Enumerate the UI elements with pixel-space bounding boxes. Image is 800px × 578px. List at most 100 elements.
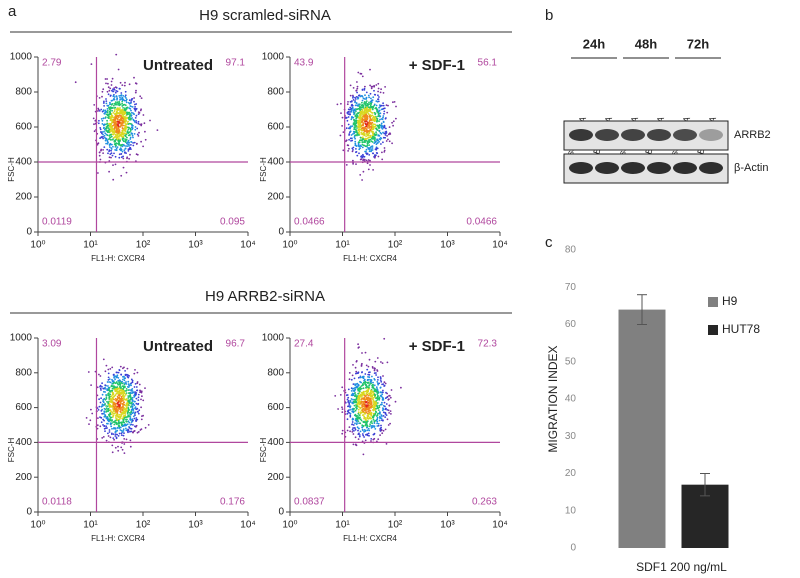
event-dot — [385, 414, 388, 416]
event-dot — [374, 410, 377, 413]
event-dot — [118, 95, 121, 97]
event-dot — [379, 118, 381, 121]
event-dot — [115, 149, 118, 152]
event-dot — [106, 90, 109, 93]
event-dot — [128, 142, 131, 144]
event-dot — [371, 141, 374, 143]
event-dot — [107, 116, 109, 119]
event-dot — [99, 131, 102, 133]
event-dot — [349, 414, 352, 417]
event-dot — [346, 119, 349, 122]
event-dot — [366, 429, 369, 432]
event-dot — [124, 423, 127, 426]
event-dot — [372, 138, 374, 140]
event-dot — [142, 414, 145, 417]
event-dot — [114, 433, 117, 435]
y-tick-label: 200 — [267, 192, 284, 203]
event-dot — [120, 429, 123, 432]
event-dot — [109, 368, 112, 370]
event-dot — [367, 386, 370, 389]
event-dot — [355, 102, 358, 105]
event-dot — [124, 126, 127, 129]
event-dot — [125, 171, 128, 174]
y-tick-label: 800 — [267, 87, 284, 98]
event-dot — [103, 410, 106, 413]
event-dot — [115, 410, 117, 412]
event-dot — [129, 127, 132, 130]
event-dot — [116, 127, 119, 129]
event-dot — [120, 92, 123, 94]
event-dot — [117, 371, 120, 374]
event-dot — [108, 138, 110, 141]
event-dot — [135, 420, 138, 422]
event-dot — [102, 387, 105, 390]
event-dot — [354, 409, 357, 412]
event-dot — [117, 424, 120, 427]
event-dot — [376, 414, 379, 417]
event-dot — [366, 389, 369, 392]
event-dot — [109, 136, 112, 139]
event-dot — [357, 343, 359, 346]
event-dot — [131, 392, 134, 394]
quadrant-label: 97.1 — [226, 58, 246, 69]
event-dot — [361, 75, 364, 78]
event-dot — [386, 418, 389, 421]
event-dot — [127, 407, 130, 409]
event-dot — [369, 371, 371, 373]
event-dot — [375, 386, 378, 389]
event-dot — [374, 379, 376, 381]
event-dot — [108, 395, 111, 397]
event-dot — [370, 438, 373, 440]
event-dot — [135, 397, 138, 400]
panel-letter: c — [545, 234, 553, 251]
event-dot — [362, 402, 365, 405]
event-dot — [116, 429, 119, 432]
event-dot — [129, 153, 131, 156]
event-dot — [369, 136, 372, 139]
event-dot — [374, 141, 377, 143]
y-tick-label: 70 — [565, 282, 577, 293]
event-dot — [111, 419, 113, 422]
event-dot — [376, 100, 379, 103]
x-tick-label: 10³ — [440, 240, 455, 251]
event-dot — [349, 415, 352, 418]
event-dot — [109, 397, 112, 400]
event-dot — [352, 398, 354, 401]
event-dot — [128, 83, 131, 86]
event-dot — [380, 429, 383, 432]
event-dot — [136, 142, 138, 145]
event-dot — [341, 411, 344, 413]
event-dot — [125, 101, 128, 104]
event-dot — [129, 147, 131, 149]
event-dot — [367, 373, 370, 376]
event-dot — [111, 114, 113, 117]
event-dot — [105, 98, 107, 100]
event-dot — [366, 127, 369, 129]
event-dot — [355, 386, 358, 389]
event-dot — [358, 152, 360, 155]
event-dot — [118, 100, 120, 103]
event-dot — [350, 137, 352, 140]
event-dot — [370, 97, 372, 100]
event-dot — [113, 104, 115, 107]
event-dot — [108, 381, 111, 383]
event-dot — [382, 389, 384, 392]
event-dot — [129, 418, 132, 421]
event-dot — [130, 115, 133, 117]
event-dot — [350, 118, 353, 121]
event-dot — [360, 419, 363, 422]
event-dot — [127, 376, 130, 379]
event-dot — [341, 386, 344, 389]
x-tick-label: 10¹ — [335, 240, 350, 251]
event-dot — [122, 155, 124, 158]
event-dot — [377, 397, 379, 400]
event-dot — [383, 337, 386, 340]
event-dot — [387, 398, 390, 401]
event-dot — [104, 403, 106, 405]
event-dot — [365, 405, 368, 407]
event-dot — [377, 391, 379, 394]
event-dot — [388, 126, 391, 128]
event-dot — [368, 409, 371, 412]
event-dot — [134, 103, 136, 106]
event-dot — [361, 120, 364, 122]
